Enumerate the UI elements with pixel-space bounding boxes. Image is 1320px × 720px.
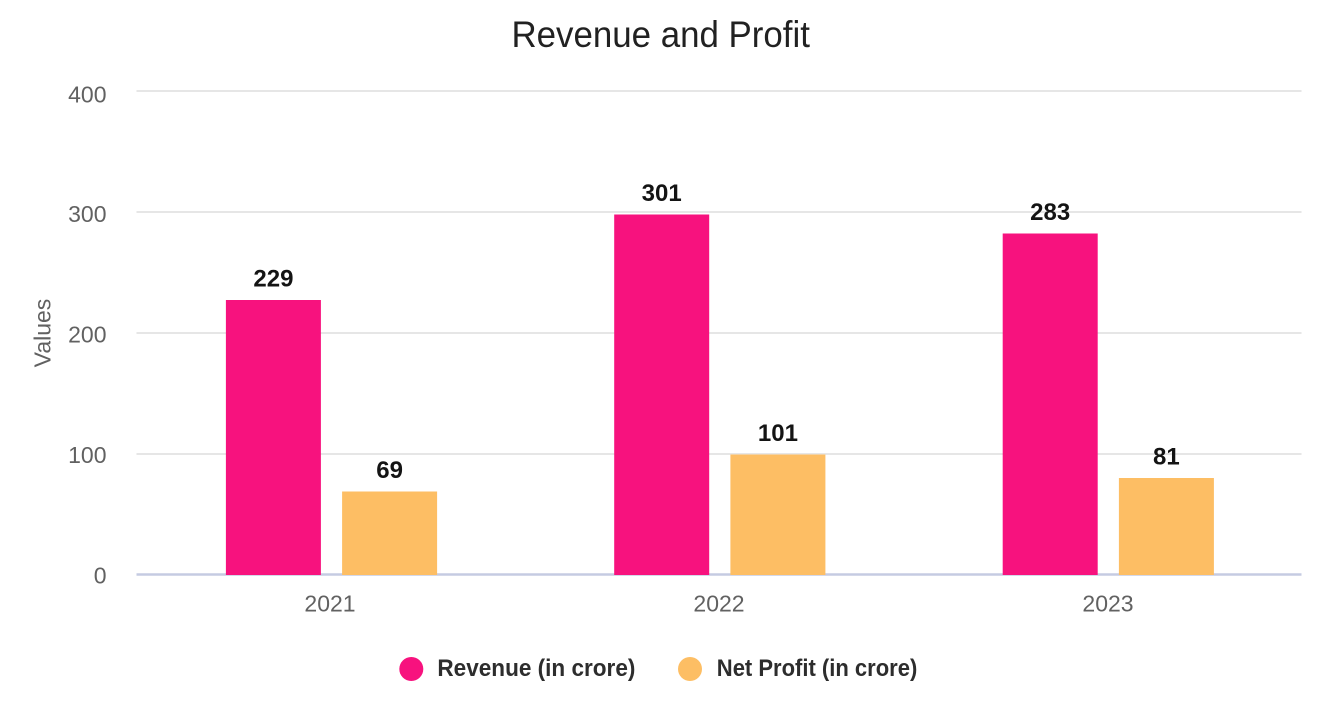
svg-text:300: 300 — [68, 201, 106, 227]
svg-text:101: 101 — [758, 420, 798, 447]
svg-text:0: 0 — [94, 563, 107, 589]
svg-text:2023: 2023 — [1082, 591, 1133, 617]
svg-text:283: 283 — [1030, 199, 1070, 226]
svg-text:200: 200 — [68, 322, 106, 348]
svg-text:Revenue and Profit: Revenue and Profit — [511, 14, 810, 55]
svg-text:81: 81 — [1153, 444, 1180, 471]
svg-text:2021: 2021 — [304, 591, 355, 617]
svg-text:Revenue (in crore): Revenue (in crore) — [437, 655, 635, 682]
svg-text:69: 69 — [376, 457, 403, 484]
svg-text:100: 100 — [68, 442, 106, 468]
svg-text:Values: Values — [30, 299, 56, 368]
svg-text:2022: 2022 — [693, 591, 744, 617]
svg-text:400: 400 — [68, 82, 106, 108]
svg-text:Net Profit (in crore): Net Profit (in crore) — [717, 655, 918, 682]
svg-text:229: 229 — [253, 266, 293, 293]
svg-text:301: 301 — [642, 180, 682, 207]
